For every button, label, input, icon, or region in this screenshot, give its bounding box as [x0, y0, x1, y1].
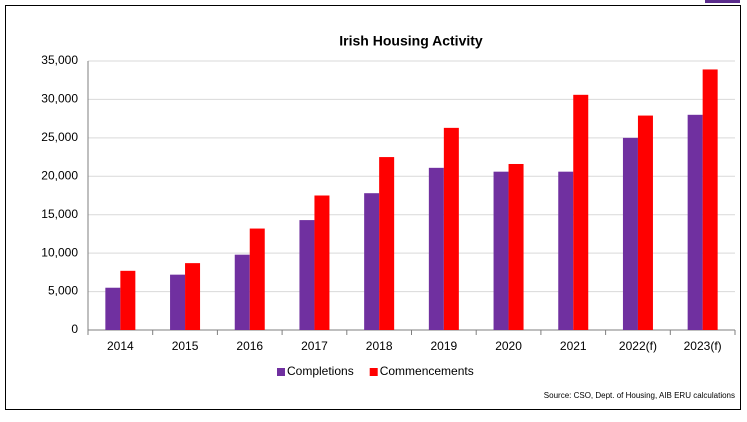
y-tick-label: 15,000	[41, 207, 78, 221]
y-tick-label: 30,000	[41, 92, 78, 106]
y-tick-label: 0	[71, 322, 78, 336]
legend-swatch	[277, 368, 285, 376]
corner-accent	[705, 0, 740, 3]
bar	[105, 287, 121, 330]
bar	[120, 270, 136, 330]
legend-swatch	[369, 368, 378, 376]
bar	[443, 127, 459, 330]
bar	[379, 157, 395, 330]
bar	[558, 171, 574, 330]
chart-title: Irish Housing Activity	[339, 33, 483, 49]
x-tick-label: 2022(f)	[619, 339, 657, 353]
x-tick-label: 2018	[366, 339, 393, 353]
y-tick-label: 25,000	[41, 130, 78, 144]
x-tick-label: 2017	[301, 339, 328, 353]
x-tick-label: 2023(f)	[684, 339, 722, 353]
x-tick-label: 2019	[430, 339, 457, 353]
bar	[508, 163, 524, 330]
bar	[493, 171, 509, 330]
x-tick-label: 2014	[107, 339, 134, 353]
y-tick-label: 10,000	[41, 245, 78, 259]
bar	[314, 195, 330, 330]
legend-label: Commencements	[380, 364, 474, 378]
bar	[702, 69, 718, 330]
y-tick-label: 5,000	[48, 284, 78, 298]
bar	[249, 228, 265, 330]
y-tick-label: 20,000	[41, 168, 78, 182]
y-tick-label: 35,000	[41, 53, 78, 67]
bar	[637, 115, 653, 330]
x-tick-label: 2015	[172, 339, 199, 353]
bar	[170, 274, 186, 330]
legend-label: Completions	[287, 364, 354, 378]
x-tick-label: 2020	[495, 339, 522, 353]
bar	[573, 94, 589, 331]
bar	[428, 167, 444, 330]
bar	[687, 114, 703, 330]
bar	[364, 193, 380, 330]
source-note: Source: CSO, Dept. of Housing, AIB ERU c…	[544, 391, 735, 400]
bar	[185, 263, 201, 330]
bar	[234, 254, 250, 330]
bar	[622, 137, 638, 330]
x-tick-label: 2016	[236, 339, 263, 353]
x-tick-label: 2021	[560, 339, 587, 353]
bar	[299, 220, 315, 330]
